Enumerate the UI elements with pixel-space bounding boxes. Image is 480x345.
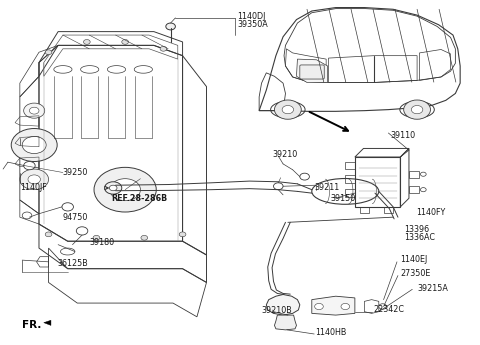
Text: 1336AC: 1336AC <box>405 233 436 241</box>
Circle shape <box>404 100 431 119</box>
Text: 27350E: 27350E <box>400 269 431 278</box>
Circle shape <box>28 175 40 184</box>
Circle shape <box>45 50 52 55</box>
Text: 94750: 94750 <box>63 213 88 222</box>
Polygon shape <box>44 320 51 325</box>
Text: 1140EJ: 1140EJ <box>400 255 428 264</box>
Circle shape <box>166 23 175 30</box>
Circle shape <box>105 182 122 194</box>
Text: 39210B: 39210B <box>262 306 292 315</box>
Circle shape <box>22 212 32 219</box>
Text: 39215A: 39215A <box>417 284 448 293</box>
Circle shape <box>420 172 426 176</box>
Text: FR.: FR. <box>22 321 42 331</box>
Text: 39211: 39211 <box>314 183 339 192</box>
Circle shape <box>160 46 167 51</box>
Circle shape <box>62 203 73 211</box>
Circle shape <box>93 235 100 240</box>
Text: 39250: 39250 <box>63 168 88 177</box>
Circle shape <box>315 303 323 309</box>
Text: 1140FY: 1140FY <box>416 207 445 217</box>
Circle shape <box>411 106 423 114</box>
Circle shape <box>141 235 148 240</box>
Text: 1140DJ: 1140DJ <box>238 12 266 21</box>
Polygon shape <box>266 295 300 315</box>
Text: 22342C: 22342C <box>373 305 404 314</box>
Circle shape <box>122 40 129 45</box>
Text: 39350A: 39350A <box>238 20 268 29</box>
Circle shape <box>11 129 57 161</box>
FancyBboxPatch shape <box>300 65 324 79</box>
Text: 39150: 39150 <box>330 195 355 204</box>
Circle shape <box>274 183 283 190</box>
Circle shape <box>109 185 117 191</box>
Circle shape <box>282 106 294 114</box>
Circle shape <box>45 232 52 237</box>
Circle shape <box>29 107 39 114</box>
Text: REF.28-286B: REF.28-286B <box>111 194 167 203</box>
Text: 1140HB: 1140HB <box>316 328 347 337</box>
Circle shape <box>24 161 35 170</box>
Circle shape <box>94 167 156 212</box>
Text: 39180: 39180 <box>89 238 114 247</box>
Circle shape <box>24 103 45 118</box>
Polygon shape <box>297 59 327 82</box>
Circle shape <box>379 304 386 309</box>
Circle shape <box>275 100 301 119</box>
Polygon shape <box>275 315 297 330</box>
Circle shape <box>76 227 88 235</box>
Text: 13396: 13396 <box>405 225 430 234</box>
Circle shape <box>179 232 186 237</box>
Text: 36125B: 36125B <box>57 259 88 268</box>
Circle shape <box>22 136 46 154</box>
Text: 39110: 39110 <box>391 131 416 140</box>
Circle shape <box>20 169 48 190</box>
Polygon shape <box>312 296 355 315</box>
Circle shape <box>420 188 426 192</box>
Text: 1140JF: 1140JF <box>20 184 47 193</box>
Circle shape <box>110 179 141 201</box>
Circle shape <box>84 40 90 45</box>
Text: 39210: 39210 <box>273 150 298 159</box>
Circle shape <box>300 173 310 180</box>
Circle shape <box>341 303 349 309</box>
